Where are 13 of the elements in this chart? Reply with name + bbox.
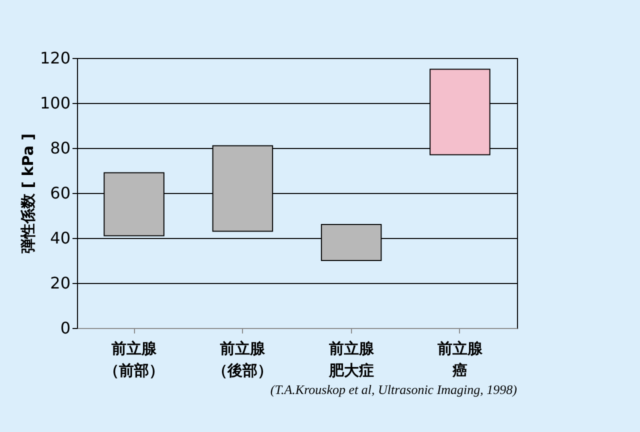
y-tick-label: 40 bbox=[50, 228, 70, 248]
y-tick-label: 60 bbox=[50, 184, 70, 202]
y-tick-label: 20 bbox=[50, 274, 70, 292]
text: (T.A.Krouskop et al, Ultrasonic Imaging, 1998) bbox=[270, 382, 517, 397]
y-tick-label: 100 bbox=[40, 94, 70, 112]
y-tick-label: 120 bbox=[40, 48, 70, 68]
x-tick-label: 前立腺肥大症 bbox=[328, 340, 375, 380]
x-tick-label: 前立腺（前部） bbox=[104, 340, 164, 380]
y-axis-title: 弾性係数 [ kPa ] bbox=[18, 133, 37, 254]
x-tick-label: 前立腺（後部） bbox=[212, 340, 273, 380]
y-tick-label: 80 bbox=[50, 138, 70, 158]
y-tick-label: 0 bbox=[60, 318, 70, 338]
x-tick-label: 前立腺癌 bbox=[436, 340, 484, 380]
